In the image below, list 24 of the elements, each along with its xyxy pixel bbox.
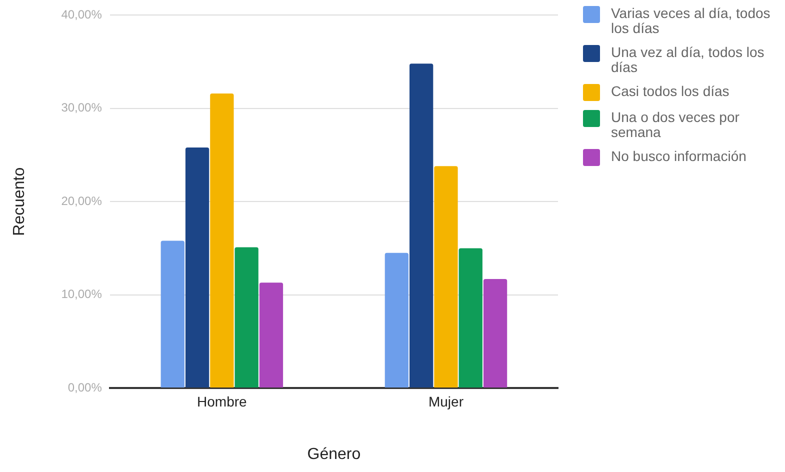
y-tick-label: 0,00% — [68, 380, 102, 394]
bar — [384, 252, 409, 388]
x-tick-label: Mujer — [428, 393, 464, 410]
bar — [234, 247, 258, 388]
x-axis-title: Género — [307, 446, 361, 463]
legend-label: Casi todos los días — [611, 83, 730, 99]
legend-label: Una vez al día, todos los días — [611, 44, 766, 75]
y-tick-label: 30,00% — [61, 100, 102, 115]
y-tick-label: 10,00% — [61, 287, 102, 302]
bar — [483, 278, 508, 388]
bar — [160, 240, 184, 388]
bar — [410, 64, 434, 388]
y-tick-label: 20,00% — [61, 194, 102, 208]
y-tick-label: 40,00% — [61, 8, 102, 22]
bar — [434, 166, 458, 388]
bar — [259, 282, 284, 388]
bar — [458, 248, 482, 388]
legend-label: Varias veces al día, todos los días — [611, 5, 772, 36]
x-tick-label: Hombre — [197, 393, 248, 410]
bar — [185, 148, 210, 388]
bar — [210, 93, 234, 388]
y-axis-title: Recuento — [11, 167, 28, 236]
legend-label: Una o dos veces por semana — [611, 109, 740, 140]
legend-label: No busco información — [611, 148, 746, 164]
